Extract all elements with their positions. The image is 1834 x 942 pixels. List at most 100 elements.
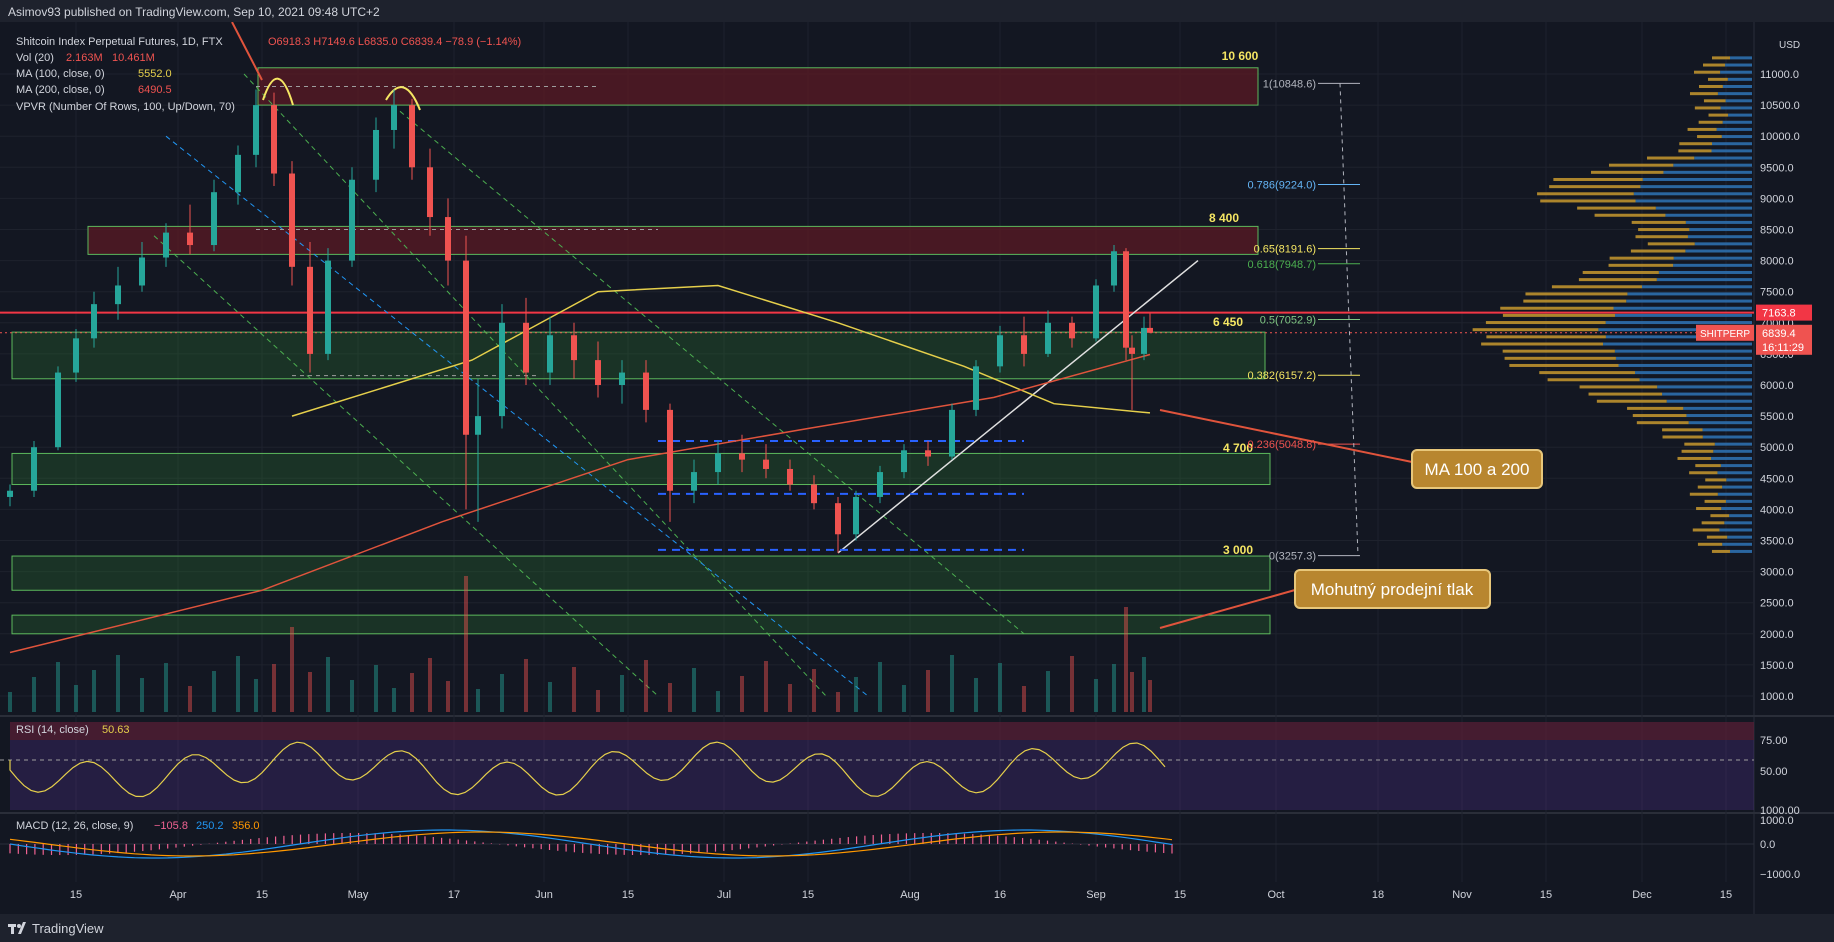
vpvr-row-down [1632, 414, 1687, 418]
vpvr-row-up [1603, 342, 1752, 346]
vpvr-row-down [1635, 235, 1688, 239]
time-tick-label: 15 [1540, 889, 1552, 901]
price-tick-label: 8000.0 [1760, 256, 1794, 268]
currency-label: USD [1779, 40, 1800, 51]
volume-bar [290, 627, 294, 712]
volume-bar [410, 673, 414, 712]
candle-body [667, 409, 673, 491]
price-tick-label: 5000.0 [1760, 442, 1794, 454]
volume-bar [1142, 657, 1146, 712]
price-tick-label: 8500.0 [1760, 225, 1794, 237]
vpvr-row-up [1665, 213, 1752, 217]
vpvr-row-up [1685, 249, 1752, 253]
time-tick-label: 15 [70, 889, 82, 901]
volume-bar [428, 658, 432, 712]
vpvr-row-up [1717, 92, 1752, 96]
volume-bar [1130, 672, 1134, 712]
vpvr-row-up [1687, 235, 1752, 239]
fib-label: 0.5(7052.9) [1260, 315, 1316, 327]
macd-tick-label: 1000.0 [1760, 815, 1794, 827]
footer-bar: TradingView [0, 914, 1834, 942]
vpvr-row-up [1694, 156, 1752, 160]
trend-line-green [399, 110, 1025, 635]
price-tick-label: 3000.0 [1760, 567, 1794, 579]
vpvr-row-up [1727, 77, 1752, 81]
vpvr-row-down [1553, 177, 1643, 181]
support-zone [11, 331, 1266, 380]
vpvr-row-down [1608, 163, 1674, 167]
last-price-tag-text: 7163.8 [1762, 308, 1796, 320]
vpvr-row-down [1647, 242, 1695, 246]
vpvr-row-up [1614, 313, 1752, 317]
volume-bar [950, 655, 954, 712]
candle-body [619, 372, 625, 385]
vpvr-row-up [1717, 492, 1752, 496]
time-tick-label: Nov [1452, 889, 1472, 901]
vpvr-row-up [1663, 170, 1752, 174]
candle-body [1021, 335, 1027, 354]
trend-line-green [243, 73, 827, 697]
candle-body [235, 154, 241, 193]
vpvr-row-down [1698, 84, 1723, 88]
support-zone [11, 452, 1271, 486]
vpvr-row-up [1615, 356, 1752, 360]
chart-canvas[interactable]: 11000.0 10500.0 10000.0 9500.0 9000.0 8500.0 8… [0, 22, 1834, 914]
candle-body [787, 468, 793, 485]
legend-macd-label: MACD (12, 26, close, 9) [16, 820, 133, 832]
candle-body [91, 304, 97, 339]
vpvr-row-down [1582, 270, 1659, 274]
vpvr-row-up [1728, 113, 1752, 117]
vpvr-row-up [1722, 485, 1752, 489]
vpvr-row-down [1689, 471, 1718, 475]
vpvr-row-down [1577, 206, 1656, 210]
candle-body [853, 496, 859, 535]
vpvr-row-down [1695, 464, 1721, 468]
vpvr-row-down [1705, 478, 1727, 482]
vpvr-row-up [1685, 220, 1752, 224]
candle-body [835, 503, 841, 535]
vpvr-row-up [1641, 285, 1752, 289]
fib-label: 1(10848.6) [1263, 78, 1316, 90]
candle-body [925, 450, 931, 457]
candle-body [547, 335, 553, 373]
vpvr-row-down [1681, 449, 1714, 453]
vpvr-row-down [1698, 120, 1723, 124]
price-tick-label: 5500.0 [1760, 411, 1794, 423]
price-tick-label: 9500.0 [1760, 162, 1794, 174]
price-tick-label: 10000.0 [1760, 131, 1800, 143]
vpvr-row-down [1549, 185, 1641, 189]
volume-bar [836, 692, 840, 712]
volume-bar [1094, 679, 1098, 712]
zone-label: 4 700 [1223, 441, 1253, 455]
volume-bar [644, 660, 648, 712]
vpvr-row-up [1721, 507, 1752, 511]
candle-body [349, 179, 355, 261]
volume-profile [1472, 56, 1752, 553]
candle-body [715, 453, 721, 473]
footer-brand: TradingView [32, 921, 104, 936]
candle-body [427, 167, 433, 218]
candle-body [307, 266, 313, 354]
vpvr-row-up [1719, 528, 1752, 532]
ma200-line [9, 353, 1151, 654]
legend-ma200-value: 6490.5 [138, 84, 172, 96]
time-tick-label: 15 [256, 889, 268, 901]
time-tick-label: Oct [1267, 889, 1284, 901]
vpvr-row-down [1609, 256, 1674, 260]
candle-body [1045, 322, 1051, 354]
price-tick-label: 1000.0 [1760, 691, 1794, 703]
volume-bar [374, 665, 378, 712]
trend-line-green [153, 235, 659, 697]
vpvr-row-down [1540, 199, 1636, 203]
vpvr-row-down [1689, 492, 1718, 496]
vpvr-row-down [1551, 285, 1642, 289]
volume-bar [164, 663, 168, 712]
candle-body [289, 173, 295, 267]
legend-macd-v3: 356.0 [232, 820, 260, 832]
legend-ma100-label: MA (100, close, 0) [16, 68, 105, 80]
volume-bar [854, 677, 858, 712]
vpvr-row-down [1502, 313, 1615, 317]
last-price-tag [1756, 304, 1812, 321]
price-tick-label: 6000.0 [1760, 380, 1794, 392]
vpvr-row-down [1486, 335, 1606, 339]
